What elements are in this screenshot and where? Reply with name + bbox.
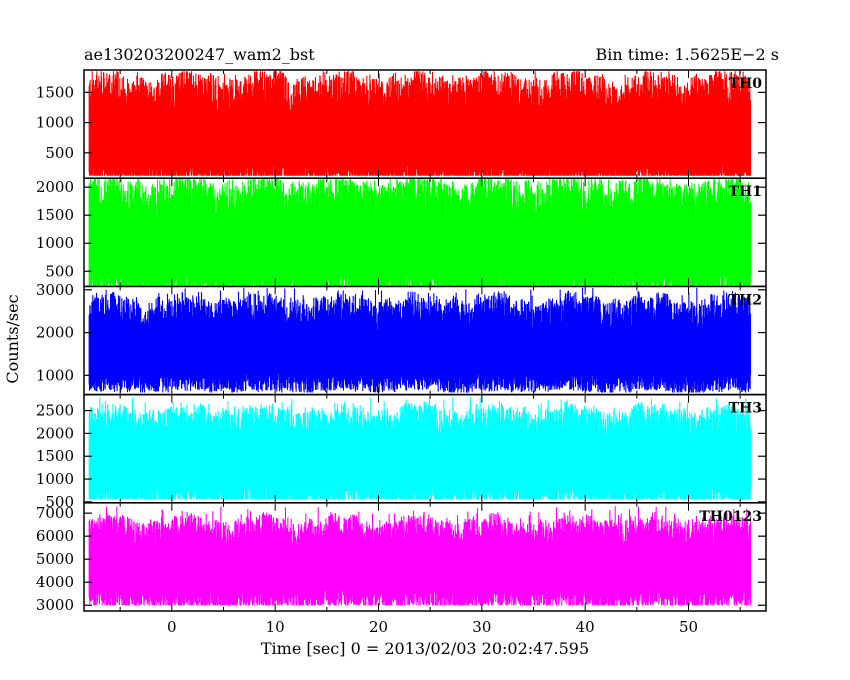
series-core-th0123: [89, 549, 751, 582]
series-core-th2: [89, 333, 751, 366]
panel-th2: 1000 2000 3000 TH2: [36, 281, 767, 396]
y-tick-label: 5000: [36, 550, 74, 568]
panels-group: 500 1000 1500 TH0 500 1000 1500 2000 TH1 1000 2000…: [36, 69, 767, 614]
y-tick-label: 1000: [36, 114, 74, 132]
chart-title: ae130203200247_wam2_bst: [84, 45, 315, 64]
x-tick-label: 10: [266, 618, 285, 636]
y-tick-label: 2000: [36, 178, 74, 196]
panel-th0: 500 1000 1500 TH0: [36, 69, 767, 179]
y-tick-label: 4000: [36, 573, 74, 591]
x-axis: 0 10 20 30 40 50: [167, 618, 698, 636]
panel-name: TH2: [729, 292, 762, 308]
y-tick-label: 500: [45, 144, 74, 162]
y-tick-label: 1500: [36, 447, 74, 465]
chart-subtitle: Bin time: 1.5625E−2 s: [596, 45, 779, 64]
panel-th1: 500 1000 1500 2000 TH1: [36, 177, 767, 288]
panel-name: TH0123: [699, 509, 762, 525]
y-tick-label: 1000: [36, 366, 74, 384]
series-core-th3: [89, 440, 751, 477]
y-axis-label: Counts/sec: [3, 294, 22, 383]
panel-name: TH1: [729, 184, 762, 200]
x-tick-label: 20: [369, 618, 388, 636]
panel-name: TH0: [729, 76, 763, 92]
x-axis-label: Time [sec] 0 = 2013/02/03 20:02:47.595: [261, 639, 589, 658]
x-tick-label: 30: [472, 618, 491, 636]
panel-name: TH3: [729, 401, 762, 417]
series-core-th1: [89, 222, 751, 265]
y-tick-label: 2000: [36, 424, 74, 442]
panel-frame: [83, 502, 767, 612]
y-tick-label: 2000: [36, 324, 74, 342]
panel-th3: 500 1000 1500 2000 2500 TH3: [36, 393, 767, 511]
y-tick-label: 1500: [36, 206, 74, 224]
x-tick-label: 0: [167, 618, 177, 636]
y-tick-label: 3000: [36, 281, 74, 299]
y-tick-label: 500: [45, 493, 74, 511]
y-tick-label: 7000: [36, 504, 74, 522]
series-core-th0: [89, 116, 751, 156]
y-tick-label: 2500: [36, 402, 74, 420]
y-tick-label: 500: [45, 262, 74, 280]
y-tick-label: 1500: [36, 83, 74, 101]
y-tick-label: 6000: [36, 527, 74, 545]
y-tick-label: 1000: [36, 234, 74, 252]
y-tick-label: 3000: [36, 596, 74, 614]
y-tick-label: 1000: [36, 470, 74, 488]
x-tick-label: 50: [679, 618, 698, 636]
panel-th0123: 3000 4000 5000 6000 7000 TH0123: [36, 502, 767, 614]
x-tick-label: 40: [576, 618, 595, 636]
